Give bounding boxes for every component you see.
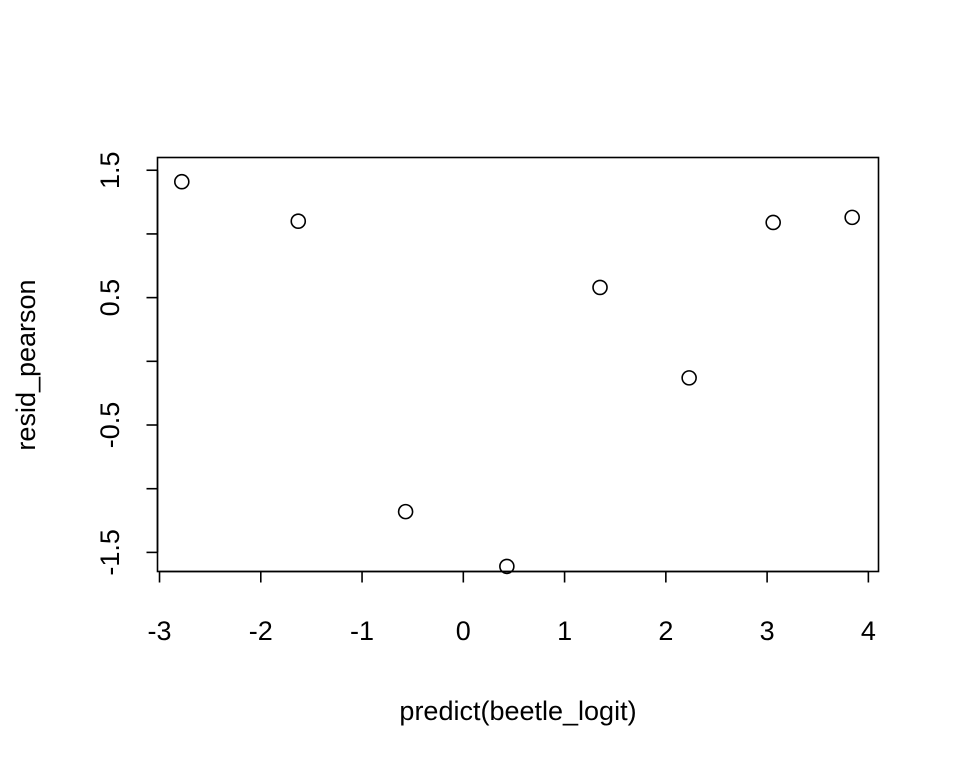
data-point [765,214,781,231]
data-point [592,279,608,296]
x-tick-label: -1 [350,616,374,646]
x-axis: -3 -2 -1 0 1 2 3 4 [148,570,876,646]
x-tick-label: -2 [249,616,273,646]
x-tick-label: 0 [456,616,471,646]
data-point [681,370,697,386]
data-point [397,503,414,520]
y-tick-label: -1.5 [95,529,125,576]
x-tick-label: 2 [658,616,673,646]
x-tick-label: 3 [760,616,775,646]
data-point [174,173,190,190]
data-points [174,173,860,575]
x-axis-title: predict(beetle_logit) [399,696,636,726]
y-axis-title: resid_pearson [11,279,41,450]
y-axis: -1.5 -0.5 0.5 1.5 [95,151,159,576]
x-tick-label: 1 [557,616,572,646]
data-point [290,213,307,229]
y-tick-label: 0.5 [95,279,125,317]
plot-frame [156,156,880,573]
y-tick-label: 1.5 [95,151,125,189]
x-tick-label: 4 [861,616,876,646]
x-tick-label: -3 [148,616,172,646]
data-point [499,558,515,575]
y-tick-label: -0.5 [95,402,125,449]
data-point [844,209,860,226]
